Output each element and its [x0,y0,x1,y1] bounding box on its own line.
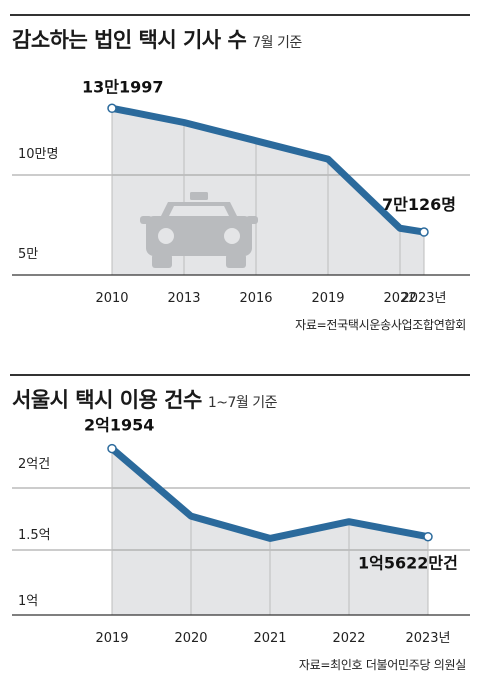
top-rule [10,14,470,16]
taxi-icon [140,192,258,268]
x-tick-label: 2019 [311,291,344,306]
x-tick-label: 2023년 [405,631,450,646]
x-tick-label: 2021 [253,631,286,646]
start-point [107,103,117,114]
data-label: 13만1997 [82,77,164,96]
series-line [108,104,428,236]
x-tick-label: 2022 [332,631,365,646]
x-tick-label: 2023년 [401,291,446,306]
chart-subtitle: 1~7월 기준 [207,395,278,411]
x-tick-label: 2016 [239,291,272,306]
chart-panel-taxi-rides: 서울시 택시 이용 건수 1~7월 기준 2억건 1.5억 1억 2019 2020 202… [0,360,480,694]
series-line [108,445,432,542]
x-tick-label: 2020 [174,631,207,646]
y-tick-label: 1억 [18,594,38,609]
top-rule [10,374,470,376]
y-tick-label: 5만 [18,247,38,262]
data-label: 1억5622만건 [358,554,458,573]
chart-source: 자료=전국택시운송사업조합연합회 [295,318,466,332]
y-tick-label: 1.5억 [18,528,51,543]
y-tick-label: 2억건 [18,457,50,472]
x-tick-label: 2013 [167,291,200,306]
chart-panel-taxi-drivers: 감소하는 법인 택시 기사 수 7월 기준 10만명 5만 2010 2013 2016 2… [0,0,480,340]
chart-source: 자료=최인호 더불어민주당 의원실 [298,658,466,672]
x-tick-label: 2022 [383,291,416,306]
data-label: 2억1954 [84,416,154,435]
data-label: 7만126명 [382,195,456,214]
chart-title: 감소하는 법인 택시 기사 수 7월 기준 [12,28,302,52]
taxi-rides-chart: 2억건 1.5억 1억 2019 2020 2021 2022 2023년 2억1954 1억56… [12,416,470,646]
start-point [107,443,117,454]
end-point [419,227,429,237]
end-point [423,531,433,542]
y-tick-label: 10만명 [18,147,58,162]
x-tick-label: 2010 [95,291,128,306]
chart-subtitle: 7월 기준 [252,35,302,51]
x-tick-label: 2019 [95,631,128,646]
chart-title: 서울시 택시 이용 건수 1~7월 기준 [12,388,278,412]
